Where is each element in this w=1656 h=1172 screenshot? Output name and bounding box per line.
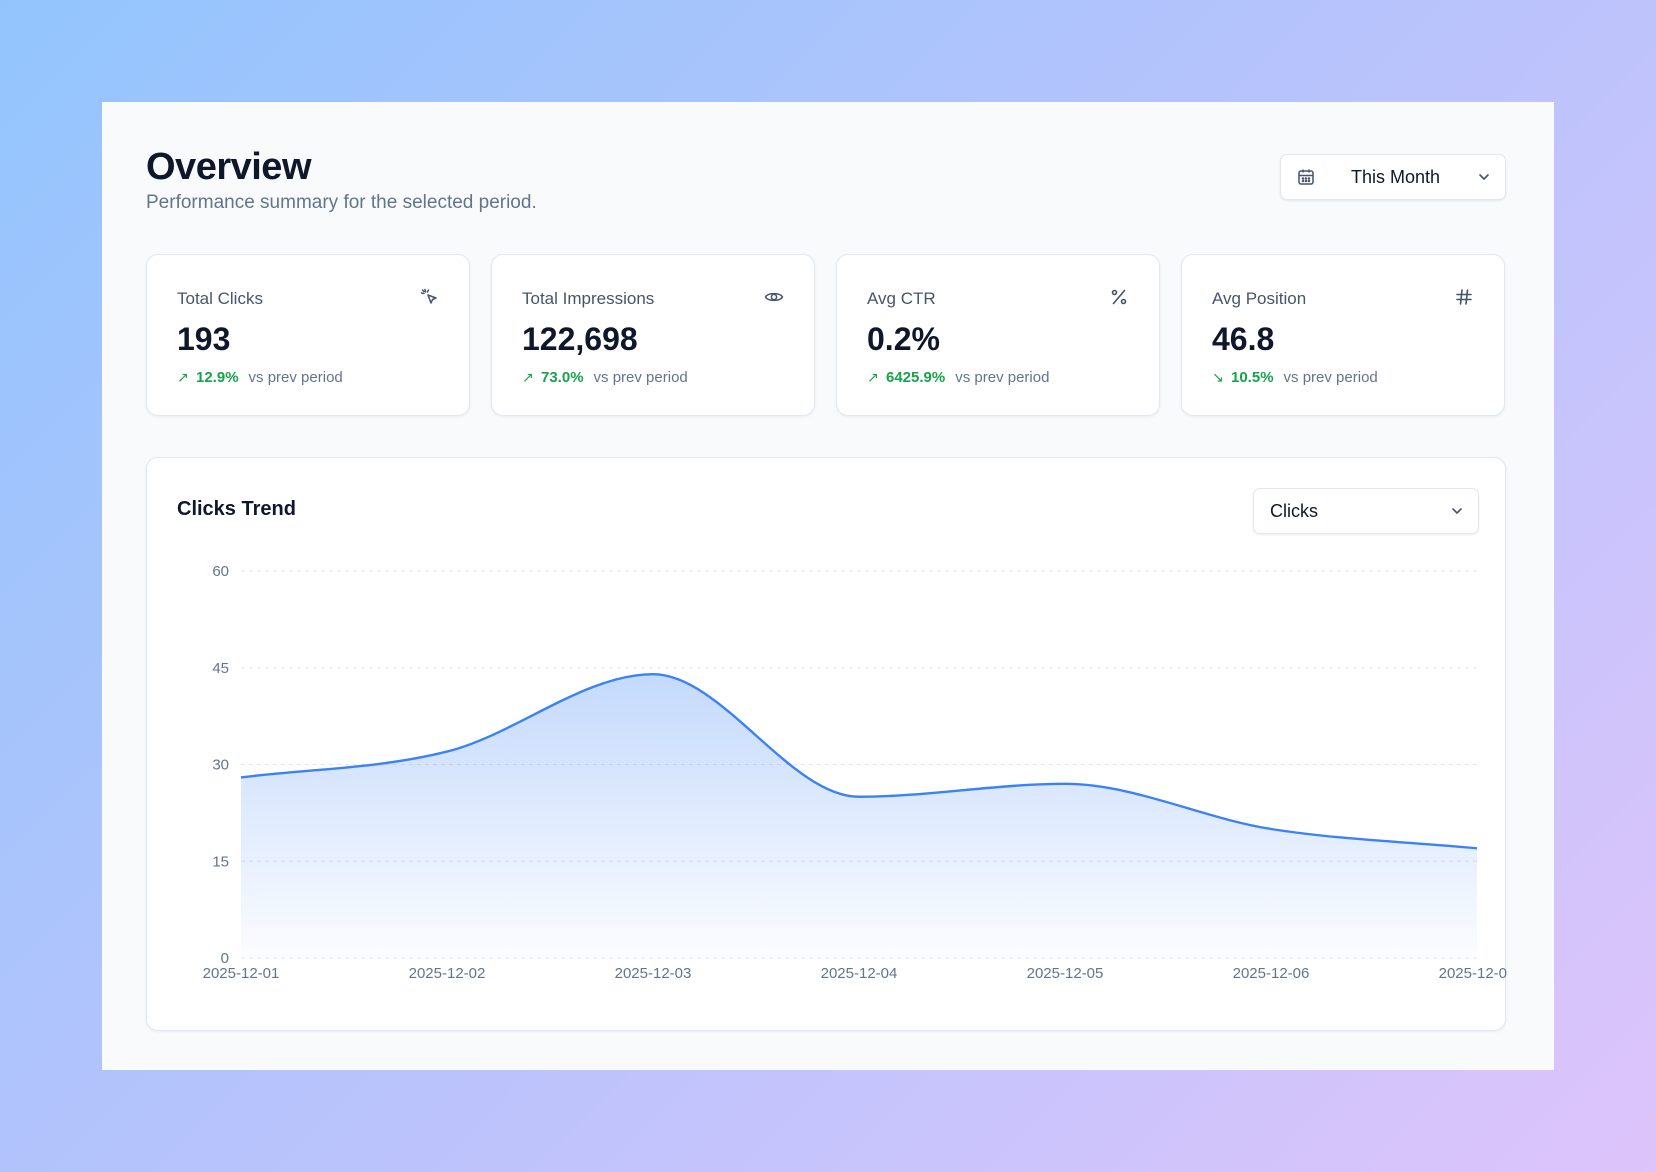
y-tick-label: 30 bbox=[212, 757, 229, 774]
x-tick-label: 2025-12-05 bbox=[1027, 965, 1104, 982]
overview-panel: Overview Performance summary for the sel… bbox=[102, 102, 1554, 1070]
metric-label: Clicks bbox=[1270, 500, 1318, 521]
x-tick-label: 2025-12-06 bbox=[1233, 965, 1310, 982]
card-value: 122,698 bbox=[522, 321, 638, 357]
card-value: 46.8 bbox=[1212, 321, 1275, 357]
hash-icon bbox=[1456, 289, 1472, 305]
card-label: Avg CTR bbox=[867, 289, 936, 308]
x-tick-label: 2025-12-07 bbox=[1439, 965, 1507, 982]
x-tick-label: 2025-12-02 bbox=[409, 965, 486, 982]
card-delta: ↗ 6425.9% vs prev period bbox=[867, 369, 1049, 386]
delta-percent: 10.5% bbox=[1231, 369, 1274, 386]
page-subtitle: Performance summary for the selected per… bbox=[146, 192, 537, 213]
card-avg-ctr: Avg CTR 0.2% ↗ 6425.9% vs prev period bbox=[836, 254, 1160, 416]
delta-caption: vs prev period bbox=[955, 369, 1050, 386]
page-header: Overview Performance summary for the sel… bbox=[146, 144, 537, 214]
clicks-trend-chart: 0 15 30 45 60 2025-12-01 2025-12-02 2025-12-03 2… bbox=[203, 563, 1507, 982]
delta-percent: 6425.9% bbox=[886, 369, 946, 386]
card-delta: ↘ 10.5% vs prev period bbox=[1212, 369, 1378, 386]
trend-up-icon: ↗ bbox=[177, 369, 189, 385]
y-tick-label: 15 bbox=[212, 853, 229, 870]
trend-down-icon: ↘ bbox=[1212, 369, 1224, 385]
percent-icon bbox=[1111, 289, 1127, 305]
card-total-clicks: Total Clicks 193 ↗ 12.9% vs prev period bbox=[146, 254, 470, 416]
y-tick-label: 60 bbox=[212, 563, 229, 580]
card-value: 0.2% bbox=[867, 321, 940, 357]
chart-title: Clicks Trend bbox=[177, 498, 296, 520]
chevron-down-icon bbox=[1452, 508, 1462, 514]
x-tick-label: 2025-12-04 bbox=[821, 965, 898, 982]
trend-up-icon: ↗ bbox=[522, 369, 534, 385]
chevron-down-icon bbox=[1479, 174, 1489, 180]
clicks-trend-card: 0 15 30 45 60 2025-12-01 2025-12-02 2025-12-03 2… bbox=[146, 457, 1507, 1031]
card-label: Total Impressions bbox=[522, 289, 655, 308]
card-value: 193 bbox=[177, 321, 231, 357]
card-delta: ↗ 73.0% vs prev period bbox=[522, 369, 688, 386]
date-range-dropdown[interactable]: This Month bbox=[1280, 154, 1506, 200]
card-avg-position: Avg Position 46.8 ↘ 10.5% vs prev period bbox=[1181, 254, 1505, 416]
delta-caption: vs prev period bbox=[593, 369, 688, 386]
delta-percent: 73.0% bbox=[541, 369, 584, 386]
x-tick-label: 2025-12-01 bbox=[203, 965, 280, 982]
clicks-area-fill bbox=[241, 674, 1477, 958]
eye-icon bbox=[764, 292, 784, 302]
metric-dropdown[interactable]: Clicks bbox=[1253, 488, 1479, 534]
card-label: Total Clicks bbox=[177, 289, 263, 308]
clicks-series-line bbox=[240, 672, 1478, 850]
delta-caption: vs prev period bbox=[248, 369, 343, 386]
card-label: Avg Position bbox=[1212, 289, 1307, 308]
page-title: Overview bbox=[146, 146, 311, 188]
delta-caption: vs prev period bbox=[1283, 369, 1378, 386]
trend-up-icon: ↗ bbox=[867, 369, 879, 385]
delta-percent: 12.9% bbox=[196, 369, 239, 386]
card-delta: ↗ 12.9% vs prev period bbox=[177, 369, 343, 386]
cursor-click-icon bbox=[420, 288, 437, 304]
x-tick-label: 2025-12-03 bbox=[615, 965, 692, 982]
y-tick-label: 0 bbox=[221, 950, 229, 967]
card-total-impressions: Total Impressions 122,698 ↗ 73.0% vs pre… bbox=[491, 254, 815, 416]
date-range-label: This Month bbox=[1351, 166, 1441, 187]
y-tick-label: 45 bbox=[212, 660, 229, 677]
calendar-icon bbox=[1298, 169, 1314, 185]
